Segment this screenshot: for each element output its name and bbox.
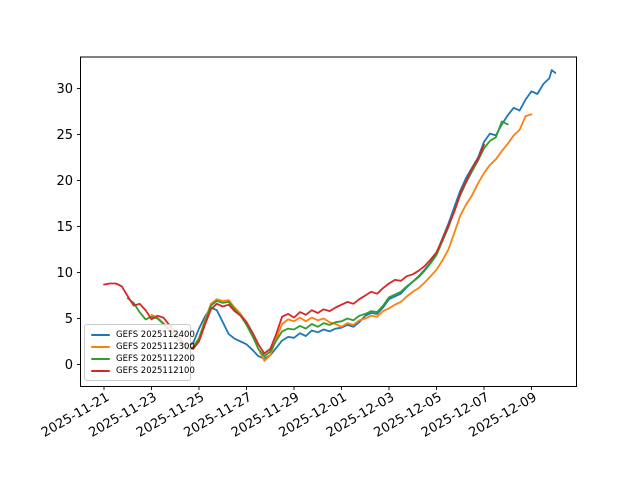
legend-item: GEFS 2025112100 [91,365,195,377]
legend-label: GEFS 2025112400 [116,329,195,340]
legend-line-swatch [91,345,110,349]
forecast-line-gefs-2025112300 [150,113,533,362]
legend-item: GEFS 2025112400 [91,329,195,341]
forecast-line-gefs-2025112100 [103,143,485,355]
legend-line-swatch [91,333,110,337]
legend-line-swatch [91,369,110,373]
y-axis-tick-label: 10 [56,266,73,281]
legend-label: GEFS 2025112200 [116,353,195,364]
y-axis-tick-label: 25 [56,128,73,143]
y-axis-tick-label: 0 [65,358,73,373]
y-axis-tick-label: 15 [56,220,73,235]
y-axis-tick-label: 20 [56,174,73,189]
legend-item: GEFS 2025112200 [91,353,195,365]
y-axis-tick-label: 30 [56,82,73,97]
legend-label: GEFS 2025112100 [116,365,195,376]
legend-item: GEFS 2025112300 [91,341,195,353]
legend-line-swatch [91,357,110,361]
legend-label: GEFS 2025112300 [116,341,195,352]
y-axis-tick-label: 5 [65,312,73,327]
legend: GEFS 2025112400 GEFS 2025112300 GEFS 20251… [84,324,195,381]
